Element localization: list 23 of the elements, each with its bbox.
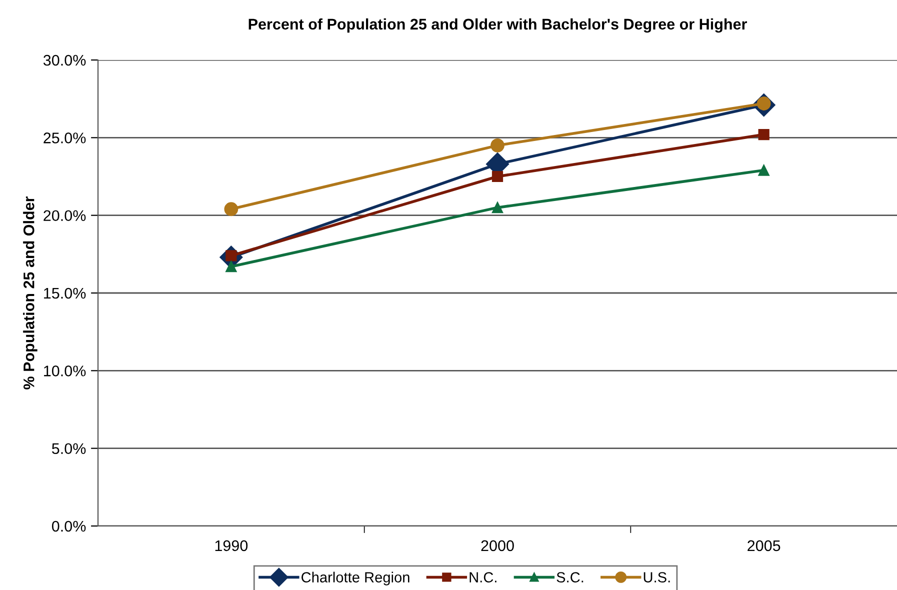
point (492, 202, 504, 214)
point (490, 138, 504, 152)
legend-label: U.S. (644, 572, 670, 582)
point (224, 202, 238, 216)
x-tick-label: 2005 (748, 540, 780, 552)
legend-label: Charlotte Region (302, 572, 410, 586)
y-tick-label: 30.0% (43, 54, 86, 66)
point (758, 164, 770, 176)
x-tick-label: 1990 (215, 540, 248, 552)
legend-label: N.C. (470, 572, 496, 582)
y-tick-label: 15.0% (44, 288, 86, 299)
y-axis-title: % Population 25 and Older (23, 196, 38, 390)
chart-title: Percent of Population 25 and Older with Bachelor's Degree or Higher (248, 18, 747, 33)
y-tick-label: 10.0% (44, 366, 86, 376)
point (758, 129, 770, 140)
y-tick-label: 25.0% (44, 132, 86, 144)
point (492, 170, 504, 182)
y-tick-label: 20.0% (44, 210, 86, 222)
y-tick-label: 5.0% (52, 443, 86, 454)
x-tick-label: 2000 (481, 540, 514, 552)
point (226, 261, 237, 272)
y-tick-label: 0.0% (52, 520, 86, 532)
legend-label: S.C. (556, 572, 584, 582)
